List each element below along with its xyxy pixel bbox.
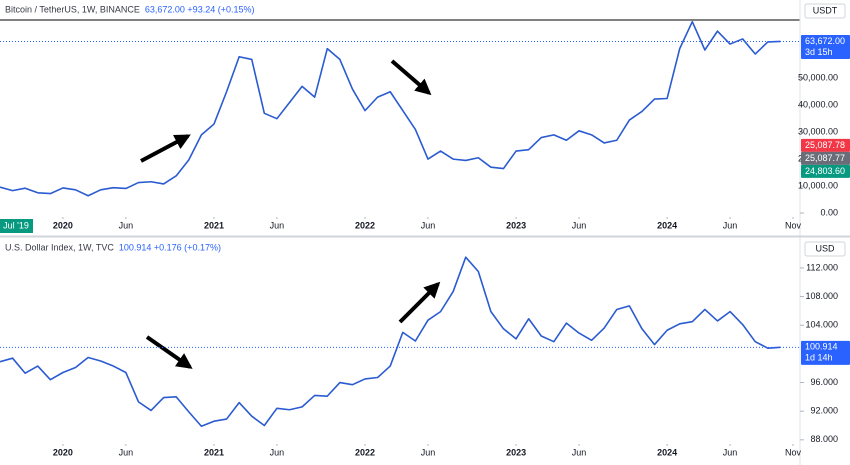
price-tag (801, 164, 850, 178)
x-tick-label: Jun (421, 220, 436, 230)
x-tick-label: Jun (119, 447, 134, 457)
chart-title: U.S. Dollar Index, 1W, TVC (5, 242, 114, 252)
x-tick-label: Jun (723, 220, 738, 230)
price-tag (801, 151, 850, 165)
price-tag-label: 24,803.60 (805, 166, 845, 176)
price-line (0, 256, 781, 428)
x-tick-label: Jun (270, 447, 285, 457)
x-tick-label: Jun (572, 220, 587, 230)
y-tick-label: 112.000 (806, 262, 838, 272)
currency-label: USDT (813, 5, 838, 15)
arrow (140, 134, 191, 163)
x-tick-label: Jun (421, 447, 436, 457)
arrow (390, 59, 432, 96)
price-tag-label: 25,087.78 (805, 140, 845, 150)
x-tick-label: 2024 (657, 447, 677, 457)
x-highlight-box (0, 219, 33, 233)
x-tick-label: Jun (270, 220, 285, 230)
plot-area (0, 20, 781, 197)
y-tick-label: 92.000 (810, 406, 838, 416)
x-tick-label: 2021 (204, 220, 224, 230)
chart-subtitle: 63,672.00 +93.24 (+0.15%) (145, 4, 255, 14)
y-tick-label: 40,000.00 (798, 100, 838, 110)
price-tag-countdown: 1d 14h (805, 353, 833, 363)
x-tick-label: Nov (785, 220, 802, 230)
x-tick-label: 2024 (657, 220, 677, 230)
x-tick-label: Jun (723, 447, 738, 457)
y-tick-label: 88.000 (810, 434, 838, 444)
price-tag (801, 138, 850, 152)
x-tick-label: Jun (572, 447, 587, 457)
x-tick-label: 2021 (204, 447, 224, 457)
x-tick-label: Jun (119, 220, 134, 230)
annotation-arrows (140, 59, 441, 369)
x-tick-label: Jul '19 (3, 220, 29, 230)
y-tick-label: 50,000.00 (798, 73, 838, 83)
chart-subtitle: 100.914 +0.176 (+0.17%) (119, 242, 221, 252)
y-tick-label: 96.000 (810, 377, 838, 387)
price-tag-label: 63,672.00 (805, 36, 845, 46)
price-tag (801, 34, 850, 59)
price-tag (801, 340, 850, 365)
x-tick-label: 2023 (506, 220, 526, 230)
price-tag-label: 100.914 (805, 342, 838, 352)
x-tick-label: 2020 (53, 220, 73, 230)
x-tick-label: Nov (785, 447, 802, 457)
y-tick-label: 108.000 (805, 291, 838, 301)
plot-area (0, 256, 781, 428)
x-tick-label: 2022 (355, 220, 375, 230)
price-line (0, 20, 781, 197)
x-tick-label: 2023 (506, 447, 526, 457)
arrow (398, 281, 441, 324)
y-tick-label: 104.000 (805, 320, 838, 330)
currency-label: USD (815, 243, 835, 253)
x-tick-label: 2022 (355, 447, 375, 457)
y-tick-label: 30,000.00 (798, 127, 838, 137)
price-tag-countdown: 3d 15h (805, 47, 833, 57)
arrow (145, 335, 193, 369)
currency-box (804, 241, 846, 257)
x-tick-label: 2020 (53, 447, 73, 457)
y-tick-label: 10,000.00 (798, 180, 838, 190)
currency-box (804, 3, 846, 19)
y-tick-label: 0.00 (820, 207, 838, 217)
chart-title: Bitcoin / TetherUS, 1W, BINANCE (5, 4, 140, 14)
price-tag-label: 25,087.77 (805, 153, 845, 163)
